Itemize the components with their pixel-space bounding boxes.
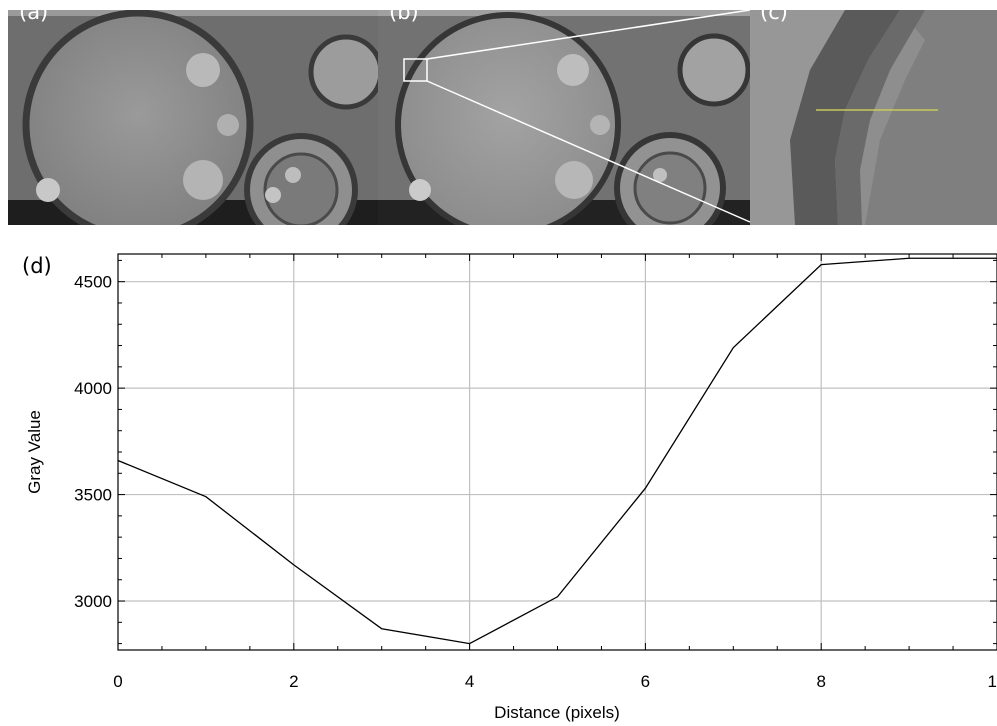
x-axis-title: Distance (pixels): [494, 703, 620, 722]
y-tick-label: 4000: [74, 379, 112, 398]
zoom-box: [403, 58, 428, 82]
ct-slice-image-a: [8, 10, 378, 225]
zoom-line-top: [426, 9, 751, 60]
ct-slice-image-b: [378, 10, 750, 225]
series-line: [117, 257, 997, 645]
x-tick-label: 2: [289, 672, 298, 691]
zoom-line-bottom: [426, 80, 751, 223]
x-tick-label: 6: [641, 672, 650, 691]
zoom-indicator: [403, 9, 751, 223]
panel-label-d: (d): [22, 254, 52, 278]
y-axis-title: Gray Value: [25, 410, 44, 494]
x-tick-label: 8: [816, 672, 825, 691]
plot-frame: [117, 253, 997, 651]
x-tick-label: 10: [988, 672, 997, 691]
zoomed-region-image-c: [750, 10, 997, 225]
x-tick-label: 0: [113, 672, 122, 691]
y-tick-label: 3500: [74, 486, 112, 505]
y-tick-label: 4500: [74, 273, 112, 292]
x-tick-label: 4: [465, 672, 474, 691]
y-tick-label: 3000: [74, 592, 112, 611]
